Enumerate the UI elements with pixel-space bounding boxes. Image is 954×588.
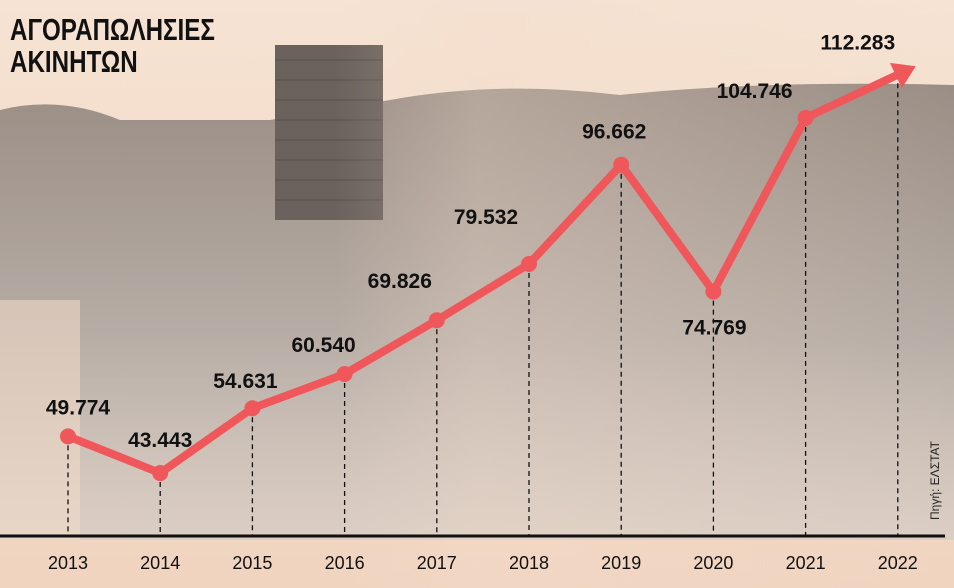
arrow-head-icon	[889, 62, 916, 89]
value-label-2017: 69.826	[368, 270, 432, 293]
data-point-2018	[521, 255, 537, 272]
value-label-2022: 112.283	[820, 31, 895, 54]
data-point-2014	[152, 465, 169, 482]
value-label-2018: 79.532	[454, 206, 518, 229]
title-line-2: ΑΚΙΝΗΤΩΝ	[10, 44, 138, 79]
data-point-2015	[244, 400, 261, 417]
x-tick-label-2021: 2021	[786, 553, 826, 573]
x-tick-label-2020: 2020	[693, 553, 733, 573]
data-point-2020	[705, 283, 722, 300]
title-line-1: ΑΓΟΡΑΠΩΛΗΣΙΕΣ	[10, 12, 215, 47]
value-label-2020: 74.769	[682, 317, 746, 340]
data-point-2017	[428, 312, 445, 329]
x-tick-label-2019: 2019	[601, 553, 641, 573]
x-tick-label-2014: 2014	[140, 553, 180, 573]
data-point-2019	[613, 156, 630, 173]
value-label-2019: 96.662	[582, 121, 646, 144]
chart-title: ΑΓΟΡΑΠΩΛΗΣΙΕΣ ΑΚΙΝΗΤΩΝ	[10, 14, 215, 78]
x-tick-label-2022: 2022	[878, 553, 918, 573]
data-point-2016	[336, 366, 353, 383]
x-tick-label-2017: 2017	[417, 553, 457, 573]
value-label-2016: 60.540	[291, 334, 355, 357]
x-tick-label-2016: 2016	[325, 553, 365, 573]
x-tick-label-2018: 2018	[509, 553, 549, 573]
value-label-2013: 49.774	[46, 396, 111, 419]
value-label-2021: 104.746	[717, 80, 793, 103]
data-point-2013	[60, 428, 76, 445]
x-tick-label-2013: 2013	[48, 553, 88, 573]
data-point-2021	[797, 109, 814, 126]
value-label-2015: 54.631	[213, 370, 278, 393]
x-tick-label-2015: 2015	[232, 553, 272, 573]
series-line	[64, 71, 900, 478]
value-label-2014: 43.443	[128, 429, 192, 452]
